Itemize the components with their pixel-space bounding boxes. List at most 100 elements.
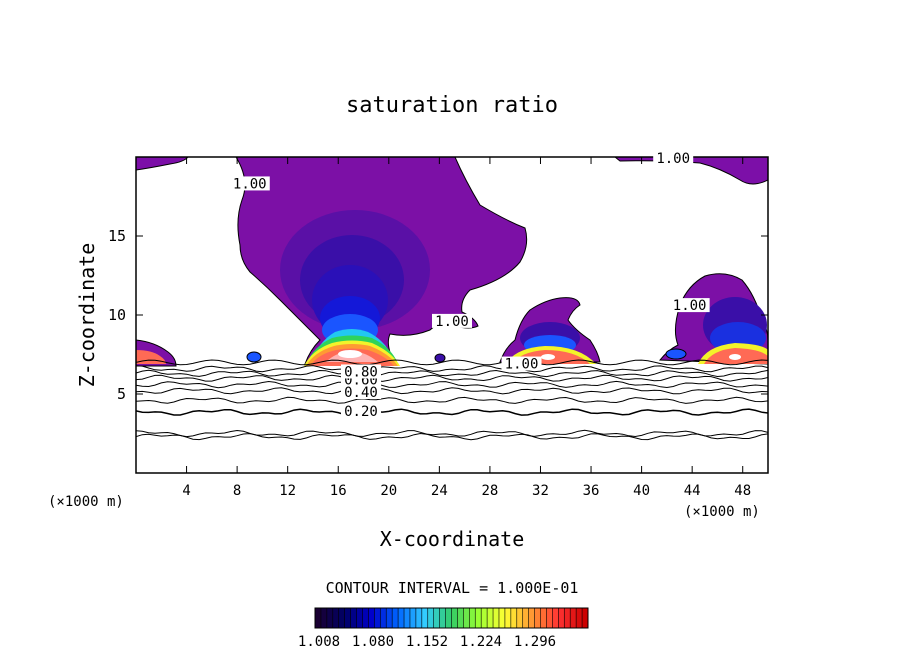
x-tick-label: 44 <box>684 483 701 499</box>
contour-label: 0.40 <box>344 385 378 401</box>
x-tick-label: 36 <box>583 483 600 499</box>
colorbar-cell <box>433 608 441 628</box>
contour-label: 0.80 <box>344 364 378 380</box>
x-tick-label: 24 <box>431 483 448 499</box>
contour-labels: 0.200.400.600.801.001.001.001.001.00 <box>229 151 710 420</box>
right-small-blob <box>665 348 687 360</box>
y-tick-label: 5 <box>117 385 126 403</box>
contour-label-bg <box>340 403 381 418</box>
colorbar-cell <box>546 608 553 628</box>
colorbar-cell <box>582 608 589 628</box>
colorbar-cell <box>386 608 393 628</box>
contour-label-bg <box>669 298 710 313</box>
colorbar-cell <box>475 608 482 628</box>
colorbar-cell <box>481 608 488 628</box>
colorbar-cell <box>409 608 417 628</box>
y-tick-label: 15 <box>108 227 126 245</box>
x-tick-label: 8 <box>233 483 241 499</box>
y-axis-label: Z-coordinate <box>75 243 99 388</box>
contour-label-bg <box>432 313 472 328</box>
colorbar-cell <box>564 608 571 628</box>
colorbar-cell <box>326 608 334 628</box>
colorbar-cell <box>398 608 405 628</box>
colorbar-cell <box>415 608 423 628</box>
colorbar-cell <box>451 608 458 628</box>
isoline <box>136 432 768 441</box>
colorbar-tick-label: 1.008 <box>298 634 340 650</box>
colorbar-cell <box>540 608 547 628</box>
contour-label-bg <box>340 385 381 399</box>
colorbar-cell <box>338 608 346 628</box>
isoline <box>136 374 768 382</box>
x-tick-label: 16 <box>330 483 347 499</box>
colorbar-cell <box>427 608 435 628</box>
colorbar-cell <box>457 608 464 628</box>
colorbar-cell <box>493 608 500 628</box>
contour-label: 1.00 <box>435 314 469 330</box>
saturation-boundary <box>136 359 768 366</box>
colorbar-tick-label: 1.152 <box>406 634 448 650</box>
colorbar-cell <box>487 608 494 628</box>
x-tick-label: 32 <box>532 483 549 499</box>
colorbar-cell <box>463 608 470 628</box>
colorbar-cell <box>510 608 518 628</box>
colorbar-cell <box>315 608 322 628</box>
x-tick-label: 28 <box>481 483 498 499</box>
colorbar-tick-label: 1.296 <box>514 634 556 650</box>
contour-interval-text: CONTOUR INTERVAL = 1.000E-01 <box>326 579 579 597</box>
y-tick-label: 10 <box>108 306 126 324</box>
colorbar-cell <box>445 608 452 628</box>
colorbar-cell <box>570 608 577 628</box>
x-unit-left: (×1000 m) <box>48 494 124 510</box>
contour-label-bg <box>653 151 694 166</box>
isoline <box>136 380 768 389</box>
colorbar-cell <box>404 608 411 628</box>
colorbar-cell <box>392 608 399 628</box>
colorbar-cell <box>469 608 476 628</box>
isoline <box>136 396 768 404</box>
colorbar-cell <box>439 608 447 628</box>
middle-core-white <box>541 354 555 360</box>
isoline <box>136 429 768 438</box>
colorbar-cell <box>344 608 352 628</box>
contour-label: 1.00 <box>233 176 267 192</box>
colorbar-cell <box>332 608 340 628</box>
y-axis-ticks: 5 10 15 <box>108 227 768 403</box>
small-blob-2 <box>434 353 446 363</box>
colorbar-cell <box>528 608 536 628</box>
colorbar-cell <box>522 608 530 628</box>
colorbar-cell <box>350 608 358 628</box>
upper-right-layer <box>614 157 768 185</box>
upper-left-layer <box>136 157 189 171</box>
x-tick-label: 40 <box>633 483 650 499</box>
central-core-white <box>338 350 362 358</box>
isoline <box>136 387 768 395</box>
colorbar <box>314 607 589 629</box>
colorbar-frame <box>314 607 589 629</box>
colorbar-cell <box>362 608 369 628</box>
contour-label: 1.00 <box>505 357 539 373</box>
x-axis-label: X-coordinate <box>380 527 525 551</box>
contour-label: 0.20 <box>344 404 378 420</box>
colorbar-cell <box>504 608 512 628</box>
contour-label: 1.00 <box>656 151 690 167</box>
colorbar-cell <box>356 608 363 628</box>
chart-title: saturation ratio <box>346 93 558 118</box>
colorbar-tick-label: 1.224 <box>460 634 502 650</box>
x-unit-right: (×1000 m) <box>684 504 760 520</box>
colorbar-cell <box>576 608 583 628</box>
x-tick-label: 12 <box>279 483 296 499</box>
colorbar-cell <box>374 608 381 628</box>
colorbar-cell <box>320 608 328 628</box>
x-tick-label: 48 <box>734 483 751 499</box>
small-blob-1 <box>246 351 262 363</box>
x-tick-label: 20 <box>380 483 397 499</box>
colorbar-cell <box>380 608 387 628</box>
colorbar-cell <box>421 608 429 628</box>
right-core-white <box>729 354 741 360</box>
colorbar-cell <box>558 608 565 628</box>
isoline <box>136 365 768 373</box>
contour-field <box>136 157 768 441</box>
colorbar-labels: 1.008 1.080 1.152 1.224 1.296 <box>298 634 556 650</box>
